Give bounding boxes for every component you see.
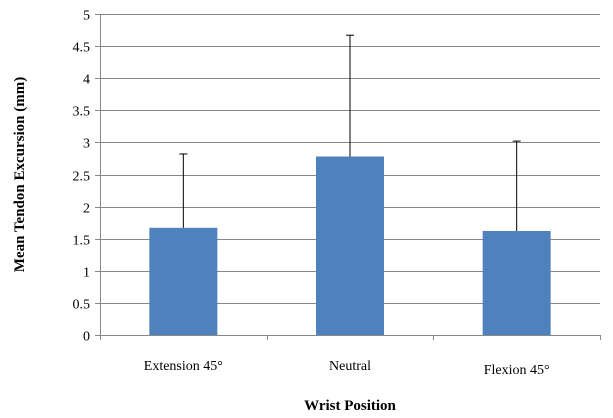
y-tick-label: 0.5 (73, 298, 91, 313)
y-tick-label: 4.5 (73, 41, 91, 56)
bars (149, 156, 551, 335)
y-tick-label: 4 (83, 73, 90, 88)
y-tick-label: 0 (83, 330, 90, 345)
error-bars (179, 34, 521, 231)
y-tick-label: 3 (83, 137, 90, 152)
x-category-label: Extension 45° (144, 359, 223, 374)
y-tick-label: 5 (83, 9, 90, 24)
bar (482, 230, 551, 335)
y-tick-label: 3.5 (73, 105, 91, 120)
bar (316, 156, 384, 335)
y-axis-title: Mean Tendon Excursion (mm) (12, 77, 28, 272)
x-category-label: Neutral (329, 359, 371, 374)
x-category-label: Flexion 45° (484, 363, 550, 378)
y-tick-labels: 0 0.5 1 1.5 2 2.5 3 3.5 4 4.5 5 (73, 9, 91, 345)
x-category-labels: Extension 45° Neutral Flexion 45° (144, 359, 550, 378)
y-tick-label: 2 (83, 202, 90, 217)
y-tick-label: 1 (83, 266, 90, 281)
y-tick-label: 2.5 (73, 170, 91, 185)
x-axis-title: Wrist Position (304, 398, 396, 414)
y-tick-label: 1.5 (73, 234, 91, 249)
bar (149, 227, 218, 335)
